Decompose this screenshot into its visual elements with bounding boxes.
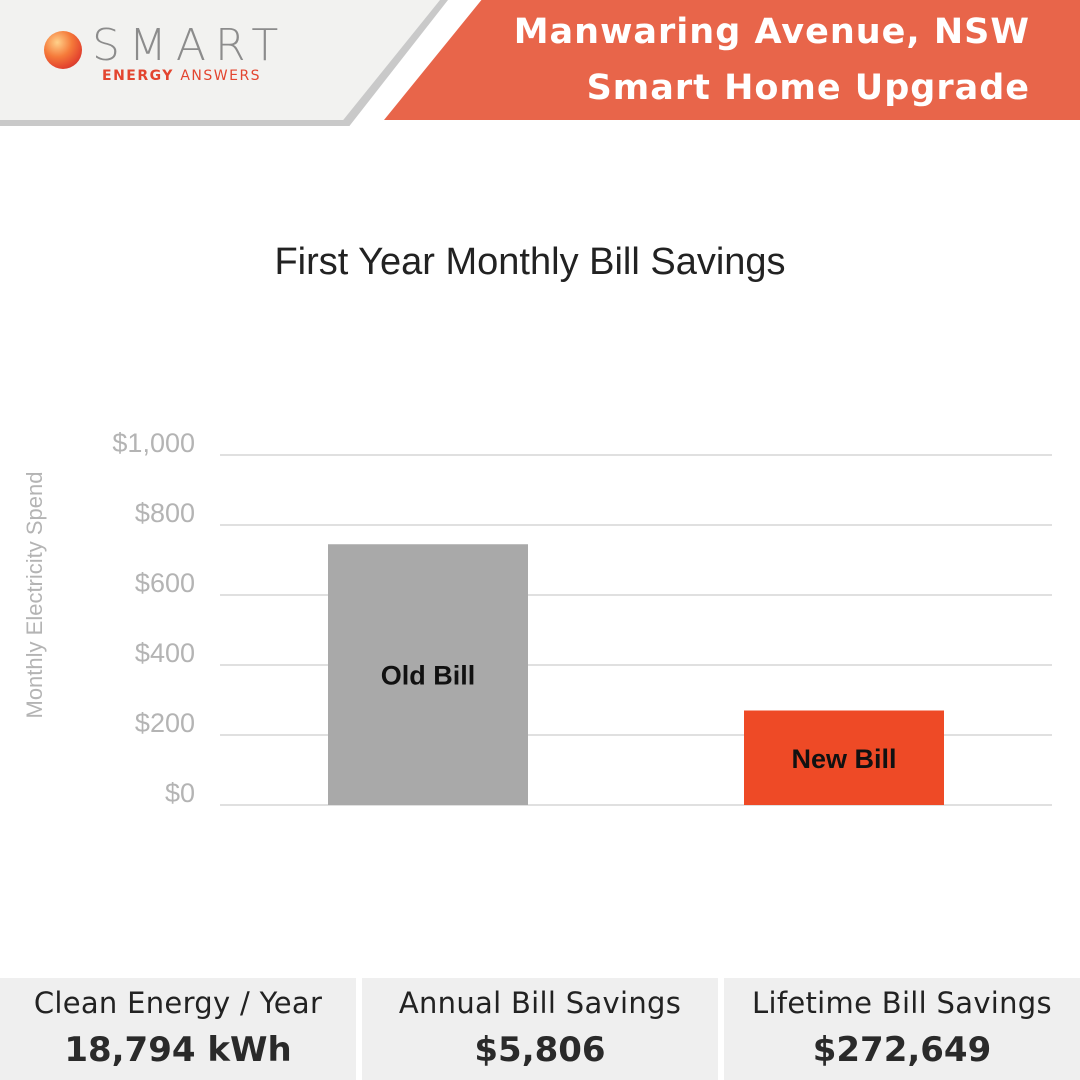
chart-bars — [328, 544, 944, 805]
bar-label: Old Bill — [381, 661, 476, 691]
header-subtitle: Smart Home Upgrade — [586, 68, 1030, 108]
y-tick-label: $1,000 — [112, 428, 195, 458]
y-axis-ticks: $0 $200 $400 $600 $800 $1,000 — [112, 428, 195, 808]
brand-tagline-bold: ENERGY — [102, 68, 174, 84]
brand-name: SMART — [92, 20, 288, 71]
chart-title: First Year Monthly Bill Savings — [274, 241, 785, 283]
brand-tagline-rest: ANSWERS — [180, 68, 262, 84]
stat-value: $272,649 — [812, 1030, 992, 1070]
header-banner — [384, 0, 1080, 120]
bar-new-bill — [744, 710, 944, 805]
header-location: Manwaring Avenue, NSW — [513, 12, 1030, 52]
stat-label: Clean Energy / Year — [33, 986, 323, 1020]
y-tick-label: $0 — [165, 778, 195, 808]
stat-annual-savings: Annual Bill Savings $5,806 — [362, 978, 718, 1080]
stat-clean-energy: Clean Energy / Year 18,794 kWh — [0, 978, 356, 1080]
y-axis-label: Monthly Electricity Spend — [22, 472, 47, 719]
stat-value: 18,794 kWh — [64, 1030, 292, 1070]
stat-label: Lifetime Bill Savings — [752, 986, 1052, 1020]
sun-logo-icon — [44, 31, 82, 69]
bill-savings-chart: First Year Monthly Bill Savings Monthly … — [22, 241, 1052, 808]
y-tick-label: $400 — [135, 638, 195, 668]
stat-value: $5,806 — [474, 1030, 606, 1070]
brand-tagline: ENERGY ANSWERS — [102, 69, 261, 83]
chart-bar-labels: Old Bill New Bill — [381, 661, 897, 774]
y-tick-label: $600 — [135, 568, 195, 598]
bar-old-bill — [328, 544, 528, 805]
y-tick-label: $200 — [135, 708, 195, 738]
y-tick-label: $800 — [135, 498, 195, 528]
stat-label: Annual Bill Savings — [398, 986, 682, 1020]
bar-label: New Bill — [791, 744, 896, 774]
stat-lifetime-savings: Lifetime Bill Savings $272,649 — [724, 978, 1080, 1080]
